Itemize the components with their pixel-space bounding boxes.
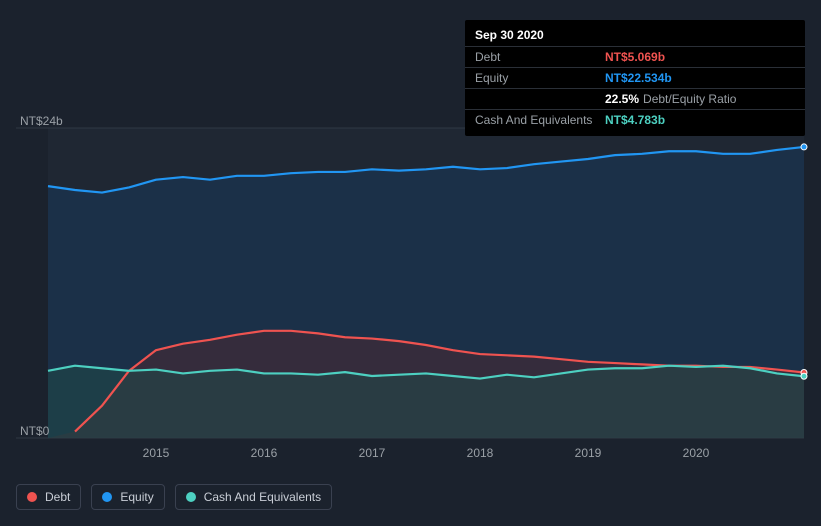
chart-container: Sep 30 2020 DebtNT$5.069bEquityNT$22.534… [0, 0, 821, 526]
tooltip-row-value: NT$22.534b [605, 71, 672, 85]
legend-item-label: Equity [120, 490, 153, 504]
x-axis-label: 2015 [143, 446, 170, 460]
tooltip-row-value: NT$4.783b [605, 113, 665, 127]
x-axis-label: 2019 [575, 446, 602, 460]
tooltip-row-sublabel: Debt/Equity Ratio [643, 92, 736, 106]
tooltip-row: DebtNT$5.069b [465, 46, 805, 67]
x-axis-label: 2017 [359, 446, 386, 460]
x-axis-label: 2016 [251, 446, 278, 460]
x-axis-label: 2020 [683, 446, 710, 460]
tooltip-title: Sep 30 2020 [465, 26, 805, 46]
tooltip-row: EquityNT$22.534b [465, 67, 805, 88]
tooltip-row-label: Cash And Equivalents [475, 113, 605, 127]
legend-item-label: Debt [45, 490, 70, 504]
chart-tooltip: Sep 30 2020 DebtNT$5.069bEquityNT$22.534… [465, 20, 805, 136]
tooltip-row-label [475, 92, 605, 106]
legend-item-label: Cash And Equivalents [204, 490, 321, 504]
chart-legend: Debt Equity Cash And Equivalents [16, 484, 332, 510]
y-axis-label: NT$24b [20, 114, 63, 128]
x-axis-label: 2018 [467, 446, 494, 460]
legend-item-debt[interactable]: Debt [16, 484, 81, 510]
tooltip-row-label: Equity [475, 71, 605, 85]
legend-item-equity[interactable]: Equity [91, 484, 164, 510]
tooltip-row-label: Debt [475, 50, 605, 64]
tooltip-row-value: 22.5% [605, 92, 639, 106]
legend-swatch-icon [186, 492, 196, 502]
legend-swatch-icon [27, 492, 37, 502]
tooltip-row: Cash And EquivalentsNT$4.783b [465, 109, 805, 130]
tooltip-row-value: NT$5.069b [605, 50, 665, 64]
tooltip-row: 22.5% Debt/Equity Ratio [465, 88, 805, 109]
legend-swatch-icon [102, 492, 112, 502]
legend-item-cash[interactable]: Cash And Equivalents [175, 484, 332, 510]
y-axis-label: NT$0 [20, 424, 49, 438]
